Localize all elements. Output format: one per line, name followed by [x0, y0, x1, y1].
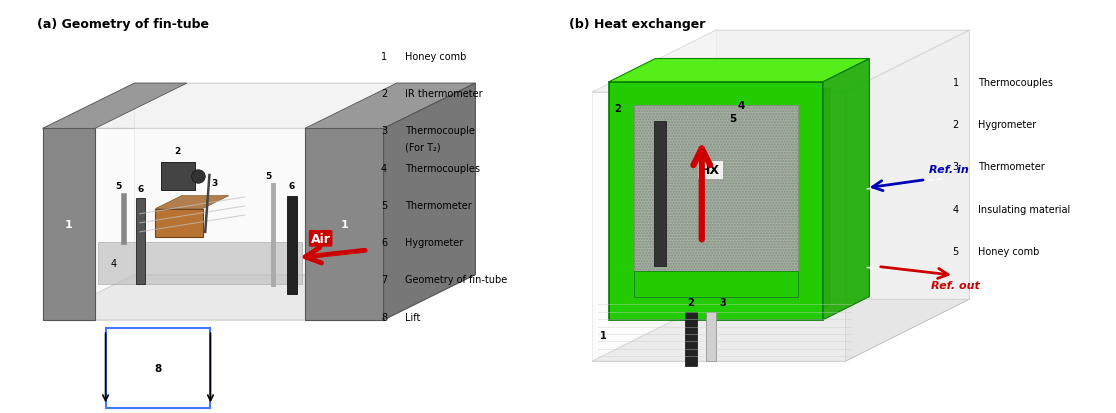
Text: 2: 2: [381, 89, 387, 99]
Text: 5: 5: [953, 247, 959, 257]
Text: Thermometer: Thermometer: [978, 162, 1045, 172]
Text: 3: 3: [953, 162, 959, 172]
Text: 4: 4: [738, 101, 745, 111]
Text: Hygrometer: Hygrometer: [978, 120, 1036, 130]
Text: 5: 5: [116, 182, 122, 191]
Polygon shape: [305, 129, 384, 320]
Text: 5: 5: [381, 200, 387, 210]
Polygon shape: [287, 196, 297, 294]
Text: Lift: Lift: [404, 312, 420, 322]
Text: 1: 1: [953, 78, 959, 88]
Polygon shape: [134, 84, 475, 275]
Polygon shape: [591, 31, 970, 93]
Polygon shape: [384, 84, 475, 320]
Text: Geometry of fin-tube: Geometry of fin-tube: [404, 275, 507, 285]
Text: IR thermometer: IR thermometer: [404, 89, 482, 99]
Polygon shape: [685, 312, 698, 367]
Text: 2: 2: [174, 147, 181, 156]
Text: 1: 1: [340, 220, 348, 230]
Text: 1: 1: [381, 52, 387, 62]
Circle shape: [192, 170, 205, 184]
Text: 4: 4: [110, 258, 117, 268]
Text: 8: 8: [154, 363, 162, 373]
Text: Honey comb: Honey comb: [978, 247, 1039, 257]
Polygon shape: [42, 129, 95, 320]
Text: Ref. out: Ref. out: [932, 281, 980, 291]
Text: 3: 3: [212, 179, 218, 188]
Polygon shape: [155, 196, 229, 209]
Polygon shape: [591, 299, 970, 361]
Text: 6: 6: [289, 182, 295, 191]
Text: 5: 5: [729, 114, 737, 123]
Polygon shape: [591, 93, 846, 361]
Text: 5: 5: [264, 172, 271, 181]
Polygon shape: [161, 163, 194, 191]
Text: Hygrometer: Hygrometer: [404, 237, 463, 247]
Text: 3: 3: [381, 126, 387, 136]
Text: HX: HX: [700, 164, 720, 177]
Text: Thermocouples: Thermocouples: [404, 163, 480, 173]
Text: (b) Heat exchanger: (b) Heat exchanger: [569, 18, 705, 31]
Polygon shape: [42, 84, 186, 129]
Text: (a) Geometry of fin-tube: (a) Geometry of fin-tube: [37, 18, 210, 31]
Text: 2: 2: [687, 297, 694, 307]
Text: 8: 8: [381, 312, 387, 322]
Text: Air: Air: [310, 232, 330, 245]
Polygon shape: [136, 199, 145, 284]
Polygon shape: [305, 84, 475, 129]
Polygon shape: [654, 121, 666, 266]
Polygon shape: [822, 59, 869, 320]
Polygon shape: [609, 59, 869, 83]
Polygon shape: [98, 243, 302, 284]
Polygon shape: [811, 89, 830, 315]
Text: 1: 1: [600, 330, 607, 341]
Polygon shape: [634, 271, 798, 297]
Polygon shape: [654, 89, 830, 98]
Text: Thermocouple: Thermocouple: [404, 126, 474, 136]
Text: Thermometer: Thermometer: [404, 200, 471, 210]
Polygon shape: [42, 129, 384, 320]
Text: Ref. in: Ref. in: [929, 165, 969, 175]
Text: Insulating material: Insulating material: [978, 204, 1070, 214]
Text: 2: 2: [953, 120, 959, 130]
Text: 2: 2: [614, 104, 620, 114]
Text: 4: 4: [953, 204, 959, 214]
Polygon shape: [609, 83, 822, 320]
Text: Honey comb: Honey comb: [404, 52, 465, 62]
Text: 4: 4: [381, 163, 387, 173]
Text: 1: 1: [65, 220, 73, 230]
Text: Thermocouples: Thermocouples: [978, 78, 1052, 88]
Text: 6: 6: [137, 185, 144, 194]
Polygon shape: [155, 209, 203, 237]
Polygon shape: [42, 84, 475, 129]
Text: 6: 6: [381, 237, 387, 247]
Polygon shape: [715, 31, 970, 299]
Polygon shape: [705, 312, 715, 361]
Polygon shape: [654, 98, 811, 315]
Polygon shape: [634, 106, 798, 297]
Polygon shape: [42, 275, 475, 320]
Polygon shape: [384, 84, 475, 320]
Text: 7: 7: [381, 275, 387, 285]
Text: (For T₂): (For T₂): [404, 142, 440, 152]
Text: 3: 3: [719, 297, 727, 307]
Polygon shape: [846, 31, 970, 361]
